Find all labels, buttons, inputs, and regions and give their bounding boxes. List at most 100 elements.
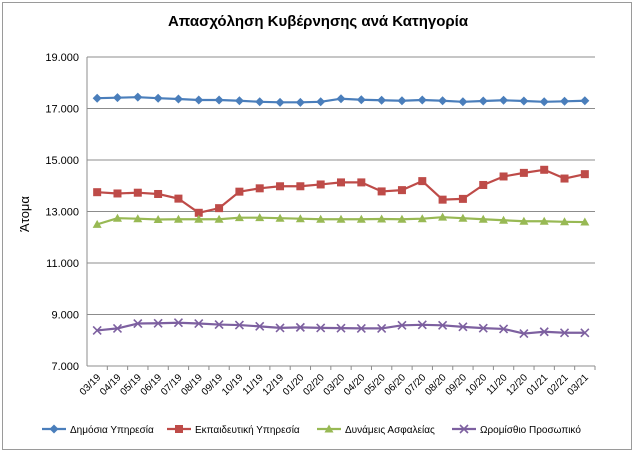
x-tick-label: 05/19 <box>118 372 144 398</box>
data-point <box>417 320 427 330</box>
y-axis-label: Άτομα <box>17 196 32 232</box>
x-tick-label: 04/20 <box>342 372 368 398</box>
data-point <box>93 188 102 197</box>
x-tick-label: 02/21 <box>545 372 571 398</box>
data-point-stroke <box>539 327 549 337</box>
legend-label: Εκπαιδευτική Υπηρεσία <box>195 424 300 436</box>
data-point <box>133 318 143 329</box>
data-point <box>235 187 244 196</box>
data-point-stroke <box>255 321 265 331</box>
x-tick-label: 06/20 <box>383 372 409 398</box>
data-point <box>336 214 346 223</box>
data-point <box>539 216 549 225</box>
data-point <box>356 323 366 333</box>
data-point-stroke <box>133 318 143 329</box>
data-point-stroke <box>356 323 366 333</box>
data-point <box>174 194 183 203</box>
data-point <box>214 214 224 223</box>
data-point <box>499 95 509 105</box>
data-point <box>316 180 325 189</box>
data-point <box>438 96 448 106</box>
legend-label: Δημόσια Υπηρεσία <box>70 424 154 436</box>
data-point <box>458 194 467 203</box>
data-point <box>276 182 285 191</box>
data-point <box>173 318 184 328</box>
x-tick-label: 09/19 <box>200 372 226 398</box>
data-point-stroke <box>173 318 184 328</box>
data-point <box>214 95 224 105</box>
chart-title: Απασχόληση Κυβέρνησης ανά Κατηγορία <box>168 13 469 30</box>
x-tick-label: 03/21 <box>565 372 591 398</box>
data-point <box>519 216 529 225</box>
data-point <box>519 96 529 106</box>
x-tick-label: 01/21 <box>525 372 551 398</box>
data-point <box>255 321 265 331</box>
data-point <box>417 214 427 223</box>
x-tick-label: 07/20 <box>403 372 429 398</box>
data-point-stroke <box>336 323 346 333</box>
x-tick-label: 04/19 <box>98 372 124 398</box>
data-point-stroke <box>92 325 102 336</box>
data-point <box>337 178 345 187</box>
data-point <box>377 323 387 333</box>
x-tick-label: 09/20 <box>444 372 470 398</box>
series-layer <box>92 92 590 339</box>
data-point-stroke <box>458 322 468 332</box>
y-tick-label: 17.000 <box>45 104 79 116</box>
data-point <box>559 328 570 338</box>
data-point <box>479 180 488 189</box>
data-point <box>153 214 163 223</box>
data-point <box>113 189 122 198</box>
data-point <box>194 208 203 217</box>
data-point <box>458 213 468 222</box>
data-point <box>316 97 326 107</box>
data-point-stroke <box>194 318 204 329</box>
data-point <box>194 95 204 105</box>
data-point <box>153 318 163 328</box>
data-point <box>112 213 122 222</box>
data-point <box>377 95 387 105</box>
data-point-stroke <box>214 319 224 330</box>
y-tick-label: 15.000 <box>45 155 79 167</box>
data-point <box>215 204 224 213</box>
data-point <box>397 96 407 106</box>
data-point <box>418 177 427 186</box>
data-point <box>336 323 346 333</box>
data-point <box>234 96 244 106</box>
data-point <box>498 324 509 334</box>
data-point <box>133 92 143 102</box>
data-point <box>377 187 386 196</box>
data-point-stroke <box>316 323 326 333</box>
data-point <box>539 97 549 107</box>
chart-frame <box>2 2 632 450</box>
data-point <box>580 328 590 338</box>
x-tick-label: 10/20 <box>464 372 490 398</box>
x-tick-label: 12/19 <box>261 372 287 398</box>
data-point <box>560 217 570 226</box>
data-point <box>255 97 265 107</box>
data-point <box>458 322 468 332</box>
data-point-stroke <box>459 424 469 434</box>
data-point <box>459 424 469 434</box>
data-point <box>377 214 387 223</box>
axis-layer: 7.000 9.000 11.000 13.000 15.000 17.000 19.000… <box>45 52 596 398</box>
data-point <box>560 96 570 106</box>
data-point <box>539 327 549 337</box>
data-point <box>499 172 508 181</box>
x-tick-label: 01/20 <box>281 372 307 398</box>
data-point <box>194 318 204 329</box>
data-point <box>175 425 183 433</box>
x-tick-label: 12/20 <box>505 372 531 398</box>
x-tick-label: 10/19 <box>220 372 246 398</box>
data-point <box>234 213 244 222</box>
data-point <box>112 93 122 103</box>
data-point <box>478 323 488 333</box>
grid-layer <box>87 56 595 367</box>
data-point <box>397 186 406 195</box>
x-tick-label: 05/20 <box>362 372 388 398</box>
x-tick-label: 03/20 <box>322 372 348 398</box>
data-point <box>397 214 407 223</box>
x-tick-label: 11/20 <box>485 372 510 397</box>
data-point <box>356 95 366 105</box>
